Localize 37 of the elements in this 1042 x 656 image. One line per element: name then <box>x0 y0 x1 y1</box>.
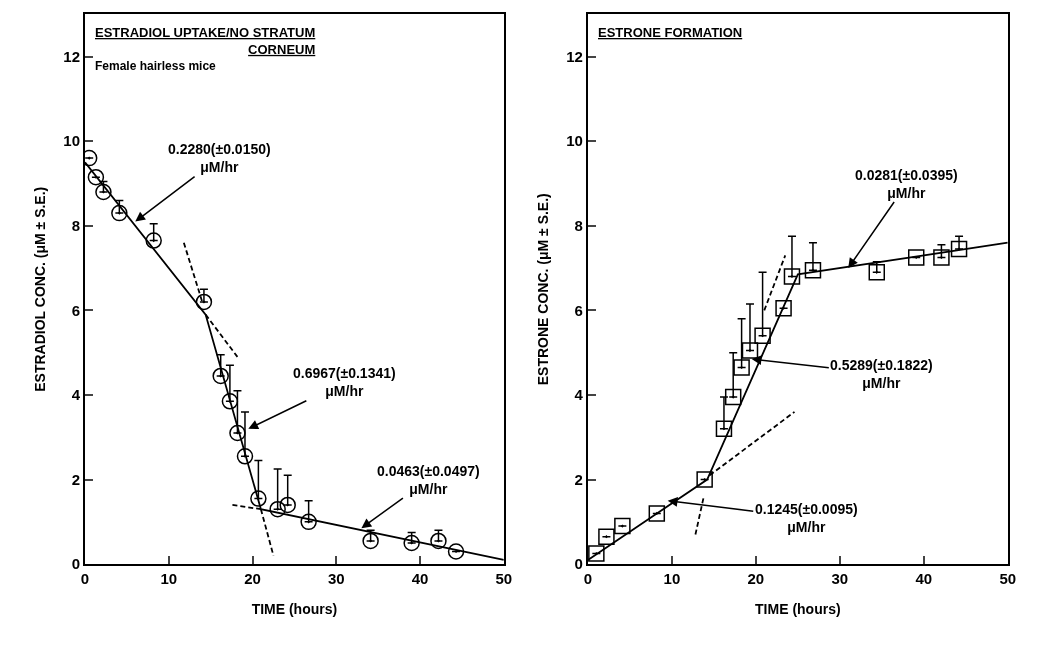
y-tick-label: 2 <box>574 470 583 488</box>
annotation: 0.2280(±0.0150) μM/hr <box>168 141 271 176</box>
annotation: 0.0281(±0.0395) μM/hr <box>855 167 958 202</box>
y-tick-label: 12 <box>566 47 583 65</box>
x-tick-label: 10 <box>663 570 681 588</box>
x-axis-title: TIME (hours) <box>251 600 338 617</box>
y-tick-label: 4 <box>71 386 81 404</box>
x-tick-label: 30 <box>327 570 345 588</box>
text: ESTRONE FORMATION <box>598 25 743 40</box>
x-tick-label: 50 <box>999 570 1017 588</box>
y-tick-label: 0 <box>71 555 81 573</box>
x-axis-title: TIME (hours) <box>755 600 841 617</box>
x-tick-label: 50 <box>495 570 513 588</box>
y-tick-label: 0 <box>574 555 583 573</box>
y-tick-label: 4 <box>574 386 584 404</box>
x-tick-label: 20 <box>747 570 765 588</box>
y-tick-label: 10 <box>63 132 81 150</box>
y-axis-title: ESTRADIOL CONC. (μM ± S.E.) <box>32 186 49 392</box>
x-tick-label: 10 <box>160 570 178 588</box>
text: Female hairless mice <box>95 59 217 73</box>
annotation: 0.5289(±0.1822) μM/hr <box>830 357 933 392</box>
x-tick-label: 30 <box>831 570 849 588</box>
y-tick-label: 10 <box>566 132 583 150</box>
x-tick-label: 40 <box>411 570 429 588</box>
y-tick-label: 12 <box>63 47 81 65</box>
y-tick-label: 8 <box>71 217 81 235</box>
x-tick-label: 40 <box>915 570 933 588</box>
annotation: 0.1245(±0.0095) μM/hr <box>755 501 858 536</box>
text: ESTRADIOL UPTAKE/NO STRATUM CORNEUM <box>95 25 316 57</box>
y-axis-title: ESTRONE CONC. (μM ± S.E.) <box>535 193 552 386</box>
y-tick-label: 6 <box>574 301 583 319</box>
x-tick-label: 20 <box>244 570 261 588</box>
annotation: 0.0463(±0.0497) μM/hr <box>377 463 480 498</box>
y-tick-label: 8 <box>574 217 583 235</box>
y-tick-label: 6 <box>71 301 81 319</box>
annotation: 0.6967(±0.1341) μM/hr <box>293 365 396 400</box>
y-tick-label: 2 <box>71 470 81 488</box>
